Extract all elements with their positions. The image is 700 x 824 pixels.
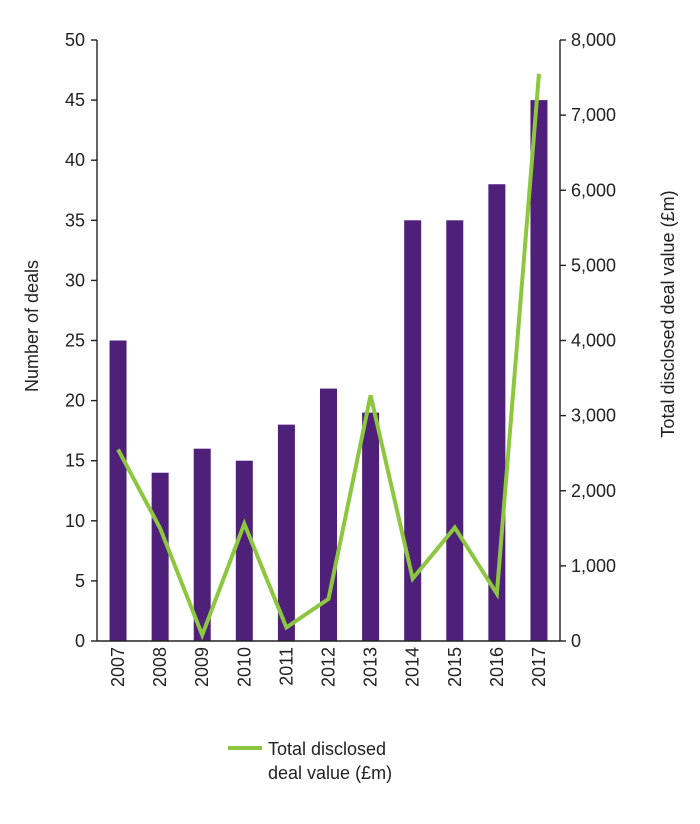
left-tick-label-20: 20 bbox=[65, 391, 85, 411]
legend: Total disclosed deal value (£m) bbox=[228, 739, 392, 783]
x-tick-label-2008: 2008 bbox=[150, 647, 170, 687]
right-tick-label-2000: 2,000 bbox=[571, 481, 616, 501]
right-tick-label-1000: 1,000 bbox=[571, 556, 616, 576]
deal-value-line bbox=[116, 73, 541, 641]
x-tick-label-2013: 2013 bbox=[361, 647, 381, 687]
legend-label-line1: Total disclosed bbox=[268, 739, 386, 759]
right-ticks: 0 1,000 2,000 3,000 4,000 5,000 6,000 7,000 8,00… bbox=[560, 30, 616, 651]
left-tick-label-15: 15 bbox=[65, 451, 85, 471]
left-tick-label-50: 50 bbox=[65, 30, 85, 50]
left-axis-title: Number of deals bbox=[22, 260, 42, 392]
x-tick-label-2011: 2011 bbox=[276, 647, 296, 686]
right-tick-label-8000: 8,000 bbox=[571, 30, 616, 50]
x-tick-label-2017: 2017 bbox=[529, 647, 549, 687]
x-tick-label-2016: 2016 bbox=[487, 647, 507, 687]
bar-2014 bbox=[404, 220, 422, 642]
right-tick-label-3000: 3,000 bbox=[571, 406, 616, 426]
x-ticks: 2007 2008 2009 2010 2011 2012 2013 2014 2015 2016… bbox=[108, 647, 549, 687]
left-ticks: 0 5 10 15 20 25 30 35 40 45 50 bbox=[65, 30, 97, 651]
right-tick-label-5000: 5,000 bbox=[571, 255, 616, 275]
left-tick-label-0: 0 bbox=[75, 631, 85, 651]
bar-2017 bbox=[530, 100, 548, 642]
bar-2010 bbox=[235, 460, 253, 641]
x-tick-label-2014: 2014 bbox=[403, 647, 423, 687]
right-axis-title: Total disclosed deal value (£m) bbox=[658, 190, 678, 437]
bar-2015 bbox=[446, 220, 464, 642]
x-tick-label-2010: 2010 bbox=[234, 647, 254, 687]
left-tick-label-35: 35 bbox=[65, 210, 85, 230]
left-tick-label-5: 5 bbox=[75, 571, 85, 591]
left-tick-label-30: 30 bbox=[65, 270, 85, 290]
bar-2009 bbox=[193, 448, 211, 641]
x-tick-label-2007: 2007 bbox=[108, 647, 128, 687]
right-tick-label-7000: 7,000 bbox=[571, 105, 616, 125]
bars-layer bbox=[109, 100, 548, 642]
legend-label-line2: deal value (£m) bbox=[268, 763, 392, 783]
bar-2013 bbox=[362, 412, 380, 641]
bar-2011 bbox=[277, 424, 295, 641]
left-tick-label-25: 25 bbox=[65, 331, 85, 351]
right-tick-label-6000: 6,000 bbox=[571, 180, 616, 200]
left-tick-label-45: 45 bbox=[65, 90, 85, 110]
x-tick-label-2012: 2012 bbox=[319, 647, 339, 687]
x-tick-label-2009: 2009 bbox=[192, 647, 212, 687]
left-tick-label-10: 10 bbox=[65, 511, 85, 531]
bar-2008 bbox=[151, 472, 169, 641]
right-tick-label-4000: 4,000 bbox=[571, 331, 616, 351]
right-tick-label-0: 0 bbox=[571, 631, 581, 651]
line-layer bbox=[116, 73, 541, 641]
x-tick-label-2015: 2015 bbox=[445, 647, 465, 687]
left-tick-label-40: 40 bbox=[65, 150, 85, 170]
bar-2007 bbox=[109, 340, 127, 641]
